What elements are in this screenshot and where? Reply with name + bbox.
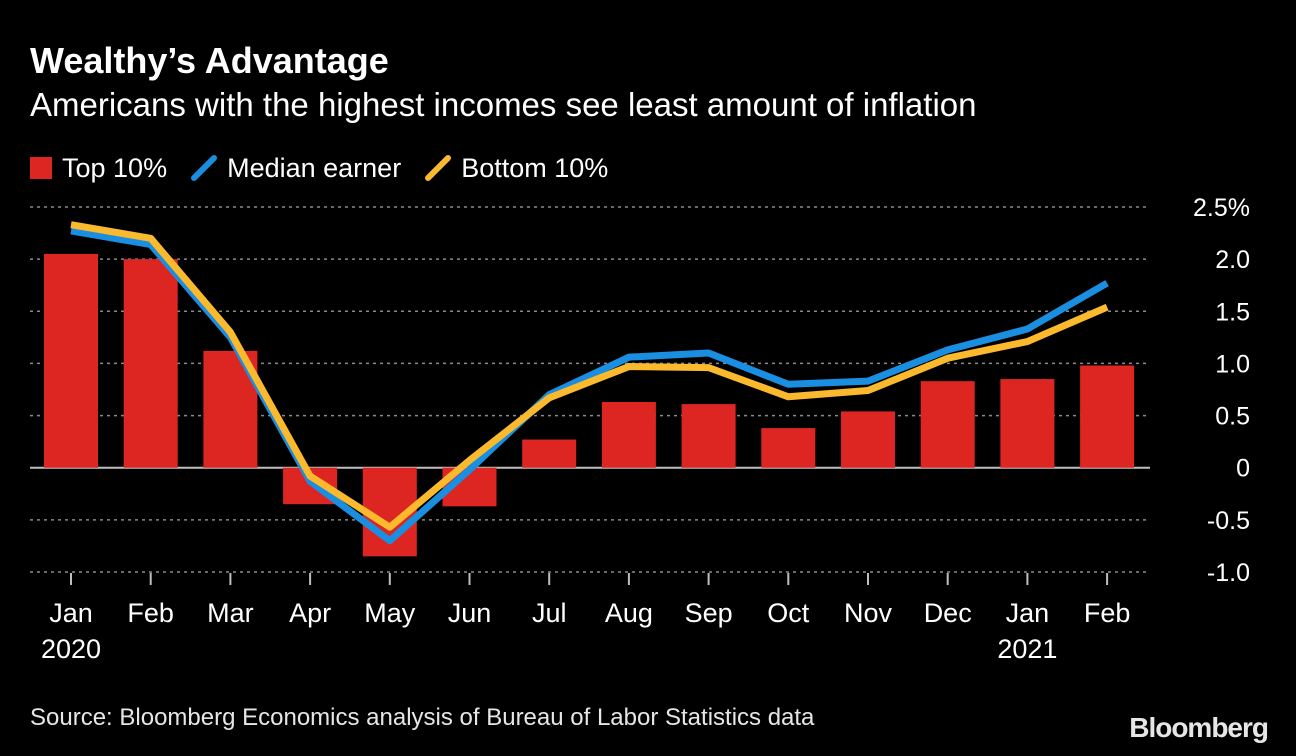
x-tick-label: Jul (532, 598, 567, 628)
y-tick-label: 2.5% (1193, 194, 1250, 222)
y-tick-label: -0.5 (1207, 507, 1250, 535)
line-bottom-10- (70, 221, 1109, 531)
bar-top10 (123, 259, 178, 468)
bar-top10 (841, 411, 895, 468)
source-note: Source: Bloomberg Economics analysis of … (30, 704, 815, 731)
bar-top10 (1000, 379, 1055, 468)
y-tick-label: 2.0 (1215, 246, 1250, 274)
legend-swatch-median (191, 155, 218, 181)
legend-item-top10: Top 10% (30, 153, 167, 184)
bar-top10 (522, 439, 577, 468)
legend: Top 10% Median earner Bottom 10% (30, 150, 630, 186)
bar-top10 (681, 404, 736, 468)
x-year-label: 2020 (41, 634, 101, 664)
x-tick-label: Jun (448, 598, 492, 628)
y-tick-label: 1.0 (1215, 350, 1250, 378)
y-tick-label: -1.0 (1207, 559, 1250, 587)
bar-top10 (761, 428, 816, 468)
legend-label-median: Median earner (227, 152, 402, 183)
bloomberg-logo: Bloomberg (1129, 712, 1269, 743)
x-tick-label: Dec (924, 598, 972, 628)
x-tick-label: Feb (127, 598, 174, 628)
x-tick-label: Jan (1006, 598, 1050, 628)
x-tick-label: Sep (685, 598, 733, 628)
chart-subtitle: Americans with the highest incomes see l… (30, 86, 977, 123)
legend-label-bottom10: Bottom 10% (461, 152, 609, 183)
x-tick-label: Apr (289, 598, 331, 628)
y-tick-label: 0.5 (1215, 403, 1250, 431)
x-tick-label: Nov (844, 598, 893, 628)
x-tick-label: Jan (49, 598, 93, 628)
y-tick-label: 0 (1236, 455, 1250, 483)
legend-label-top10: Top 10% (62, 152, 168, 183)
legend-swatch-bottom10 (425, 155, 452, 181)
x-tick-label: Feb (1084, 598, 1131, 628)
x-tick-label: May (364, 598, 416, 628)
legend-item-bottom10: Bottom 10% (423, 153, 608, 184)
x-tick-label: Oct (767, 598, 810, 628)
x-tick-label: Aug (605, 598, 653, 628)
legend-swatch-top10 (30, 157, 52, 179)
bar-top10 (44, 253, 98, 468)
legend-item-median: Median earner (189, 153, 401, 184)
y-tick-label: 1.5 (1215, 298, 1250, 326)
bar-top10 (601, 402, 656, 468)
x-year-label: 2021 (997, 634, 1057, 664)
bar-top10 (1080, 365, 1135, 468)
bar-top10 (920, 381, 975, 468)
chart-title: Wealthy’s Advantage (30, 40, 389, 81)
x-tick-label: Mar (207, 598, 254, 628)
